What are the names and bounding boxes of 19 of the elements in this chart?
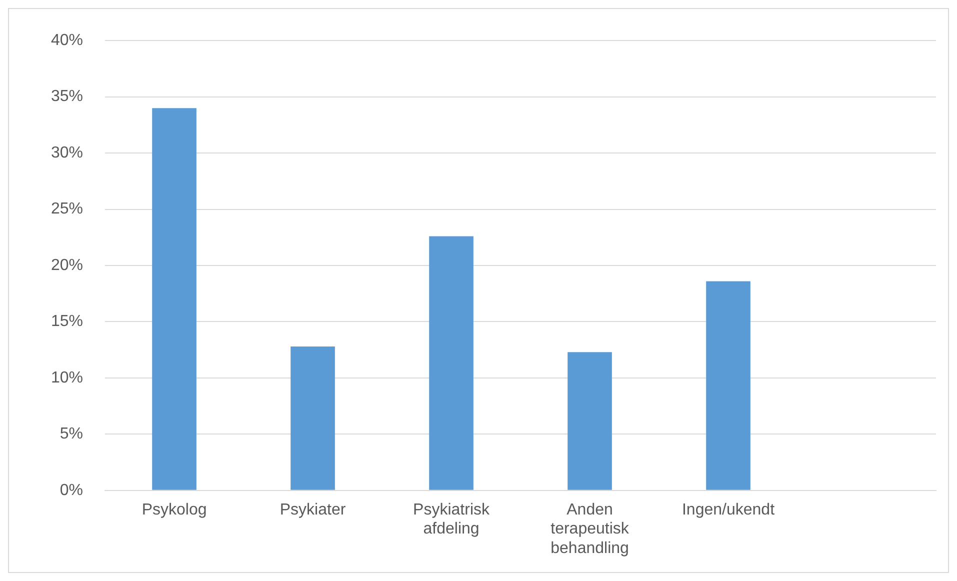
x-tick-label: Psykolog: [142, 501, 207, 518]
bar: [152, 108, 196, 490]
y-tick-label: 35%: [50, 88, 84, 106]
bar: [706, 281, 750, 490]
y-tick-label: 20%: [50, 256, 84, 274]
bar: [290, 346, 335, 490]
y-tick-label: 15%: [50, 313, 84, 330]
x-tick-label: Psykiatrisk afdeling: [413, 501, 490, 538]
bar: [568, 352, 612, 490]
bar: [429, 236, 474, 490]
y-tick-label: 0%: [60, 482, 84, 499]
y-tick-label: 25%: [50, 200, 84, 218]
y-tick-label: 10%: [50, 369, 84, 386]
x-tick-label: Ingen/ukendt: [682, 501, 776, 518]
x-tick-label: Psykiater: [280, 501, 346, 518]
y-tick-label: 5%: [60, 426, 84, 443]
y-tick-label: 40%: [50, 32, 84, 50]
y-tick-label: 30%: [50, 144, 84, 162]
x-tick-label: Anden terapeutisk behandling: [550, 501, 630, 557]
